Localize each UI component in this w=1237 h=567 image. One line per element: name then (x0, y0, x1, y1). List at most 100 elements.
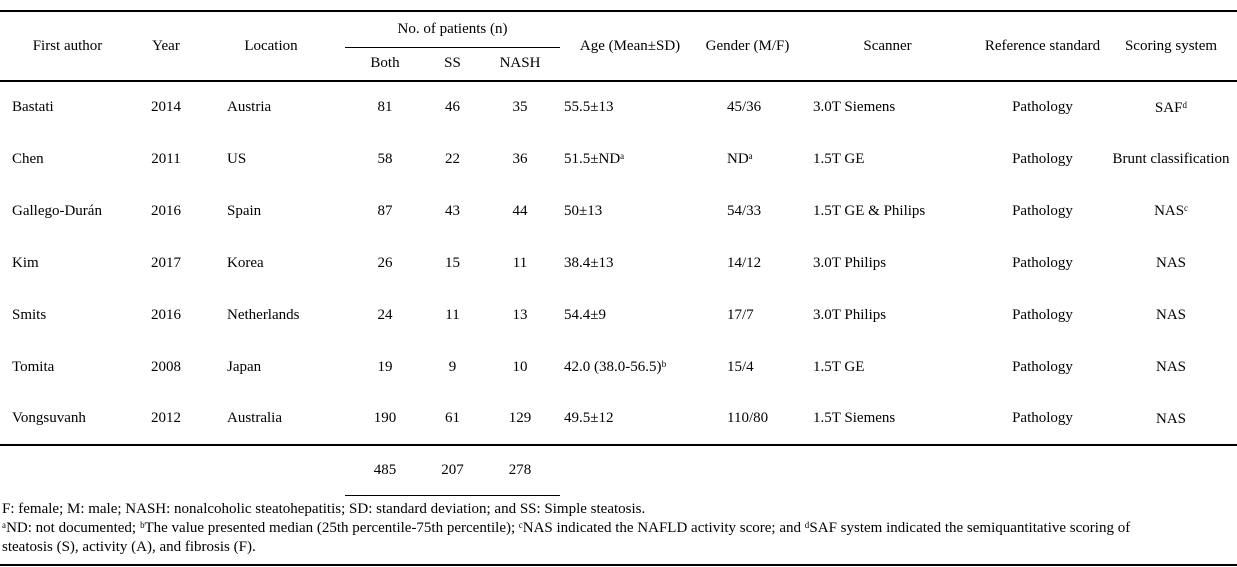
cell-reference: Pathology (1012, 99, 1073, 115)
header-first-author: First author (0, 11, 135, 82)
cell-nash: 44 (512, 202, 528, 219)
header-patients-group: No. of patients (n) (345, 11, 561, 48)
header-scanner: Scanner (795, 11, 981, 82)
cell-gender: 17/7 (727, 306, 754, 323)
cell-year: 2014 (151, 99, 181, 115)
cell-age: 55.5±13 (564, 99, 614, 115)
table-footnotes: F: female; M: male; NASH: nonalcoholic s… (2, 500, 1142, 557)
header-nash: NASH (480, 47, 561, 82)
cell-author: Tomita (12, 358, 55, 375)
study-characteristics-table: First author Year Location No. of patien… (0, 10, 1237, 496)
table-foot: 485 207 278 (0, 445, 1237, 496)
cell-location: Netherlands (227, 306, 300, 323)
table-body: Bastati 2014 Austria 81 46 35 55.5±13 45/36 3.0T… (0, 81, 1237, 446)
cell-reference: Pathology (980, 393, 1106, 446)
cell-year: 2012 (135, 393, 197, 446)
cell-both: 58 (377, 150, 393, 167)
cell-location: Korea (227, 254, 264, 271)
cell-year: 2016 (151, 202, 181, 219)
cell-scanner: 1.5T GE (813, 358, 865, 375)
cell-both: 87 (377, 202, 393, 219)
header-reference-standard: Reference standard (980, 11, 1106, 82)
cell-gender: NDᵃ (727, 150, 753, 167)
cell-both: 19 (377, 358, 393, 375)
header-row-1: First author Year Location No. of patien… (0, 11, 1237, 82)
cell-scanner: 1.5T Siemens (795, 393, 981, 446)
header-gender: Gender (M/F) (700, 11, 796, 82)
table-row: Smits 2016 Netherlands 24 11 13 54.4±9 17/7 3.0T… (0, 289, 1237, 341)
cell-ss: 61 (425, 393, 480, 446)
cell-reference: Pathology (1012, 254, 1073, 271)
cell-ss: 9 (448, 358, 457, 375)
cell-ss: 22 (445, 150, 460, 167)
footnote-symbol-definitions: ᵃND: not documented; ᵇThe value presente… (2, 519, 1131, 555)
cell-author: Gallego-Durán (12, 202, 102, 219)
cell-age: 54.4±9 (564, 306, 606, 323)
cell-author: Kim (12, 254, 39, 271)
header-ss: SS (425, 47, 480, 82)
cell-year: 2016 (151, 306, 181, 323)
cell-empty (135, 445, 197, 495)
footnote-abbreviations: F: female; M: male; NASH: nonalcoholic s… (2, 500, 646, 517)
cell-nash: 10 (512, 358, 528, 375)
cell-reference: Pathology (1012, 306, 1073, 323)
cell-scanner: 3.0T Siemens (813, 99, 896, 115)
cell-reference: Pathology (1012, 358, 1073, 375)
cell-age: 38.4±13 (564, 254, 614, 271)
total-ss: 207 (425, 445, 480, 496)
table-row: Gallego-Durán 2016 Spain 87 43 44 50±13 54/33 1.… (0, 185, 1237, 237)
header-both: Both (345, 47, 425, 82)
cell-author: Bastati (12, 99, 54, 115)
cell-scoring: NAS (1156, 359, 1187, 375)
header-year: Year (135, 11, 197, 82)
cell-author: Vongsuvanh (0, 393, 135, 446)
cell-both: 24 (377, 306, 393, 323)
header-row-2: Both SS NASH (0, 47, 1237, 82)
cell-location: Australia (197, 393, 345, 446)
table-row: Vongsuvanh 2012 Australia 190 61 129 49.5±12 11… (0, 393, 1237, 446)
cell-nash: 13 (512, 306, 528, 323)
cell-location: Austria (227, 99, 272, 115)
cell-empty (197, 445, 345, 495)
header-location: Location (197, 11, 345, 82)
cell-author: Chen (12, 150, 44, 167)
cell-author: Smits (12, 306, 47, 323)
cell-year: 2008 (151, 358, 181, 375)
cell-age: 42.0 (38.0-56.5)ᵇ (564, 358, 667, 375)
total-nash: 278 (480, 445, 561, 496)
cell-scoring: NAS (1105, 393, 1237, 446)
cell-age: 51.5±NDᵃ (564, 150, 625, 167)
cell-year: 2011 (151, 150, 181, 167)
cell-scoring: SAFᵈ (1154, 99, 1188, 116)
cell-gender: 45/36 (727, 99, 762, 115)
cell-scoring: Brunt classification (1112, 151, 1230, 167)
cell-nash: 129 (480, 393, 561, 446)
table-row: Tomita 2008 Japan 19 9 10 42.0 (38.0-56.5)ᵇ 15/… (0, 341, 1237, 393)
table-header: First author Year Location No. of patien… (0, 11, 1237, 82)
table-row: Chen 2011 US 58 22 36 51.5±NDᵃ NDᵃ 1.5T GE Pathol… (0, 133, 1237, 185)
cell-nash: 36 (512, 150, 528, 167)
cell-gender: 110/80 (700, 393, 796, 446)
cell-ss: 11 (445, 306, 460, 323)
cell-scanner: 3.0T Philips (813, 254, 887, 271)
cell-location: Spain (227, 202, 262, 219)
cell-nash: 35 (512, 99, 528, 115)
bottom-rule (0, 564, 1237, 566)
cell-year: 2017 (151, 254, 181, 271)
cell-ss: 46 (445, 99, 460, 115)
cell-scoring: NAS (1156, 307, 1187, 323)
cell-both: 190 (345, 393, 425, 446)
cell-reference: Pathology (1012, 150, 1073, 167)
cell-ss: 15 (445, 254, 460, 271)
header-scoring-system: Scoring system (1105, 11, 1237, 82)
cell-scoring: NAS (1156, 255, 1187, 271)
cell-nash: 11 (512, 254, 528, 271)
cell-location: Japan (227, 358, 262, 375)
cell-gender: 14/12 (727, 254, 762, 271)
cell-reference: Pathology (1012, 202, 1073, 219)
cell-location: US (227, 150, 247, 167)
cell-gender: 15/4 (727, 358, 754, 375)
table-row: Kim 2017 Korea 26 15 11 38.4±13 14/12 3.0T Phili… (0, 237, 1237, 289)
totals-row: 485 207 278 (0, 445, 1237, 496)
cell-age: 50±13 (564, 202, 603, 219)
